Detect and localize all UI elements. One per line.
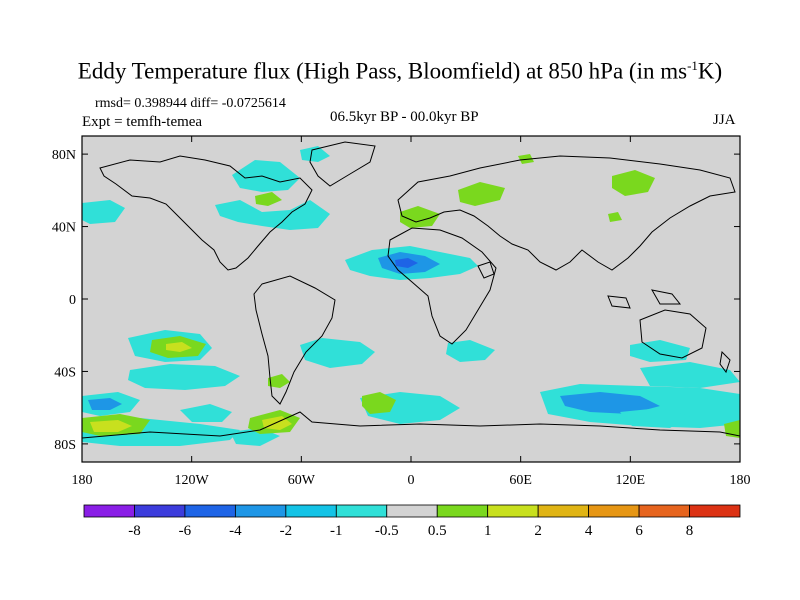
colorbar-label: 6 <box>635 523 643 539</box>
lat-tick-label: 80N <box>52 148 76 163</box>
anomaly-patch <box>300 338 375 368</box>
colorbar-label: 1 <box>484 523 492 539</box>
anomaly-patch <box>255 192 282 206</box>
colorbar-box <box>436 504 489 518</box>
colorbar-box <box>234 504 287 518</box>
lon-tick-label: 0 <box>408 473 415 488</box>
colorbar-label: -0.5 <box>375 523 399 539</box>
anomaly-patch <box>458 182 505 206</box>
plot-title-superscript: -1 <box>687 58 698 73</box>
coastline-island <box>477 261 495 279</box>
lon-tick-label: 120W <box>175 473 210 488</box>
anomaly-patch <box>82 200 125 224</box>
lon-tick-label: 180 <box>72 473 93 488</box>
anomaly-patch <box>608 212 622 222</box>
longitude-axis: 180 120W 60W 0 60E 120E 180 <box>72 136 751 488</box>
lon-tick-label: 60E <box>509 473 532 488</box>
coastline-australia <box>639 309 707 359</box>
colorbar-box <box>83 504 135 518</box>
plot-title: Eddy Temperature flux (High Pass, Bloomf… <box>0 58 800 85</box>
anomaly-patch <box>90 420 132 432</box>
colorbar-label: 0.5 <box>428 523 447 539</box>
anomaly-patch <box>128 364 240 390</box>
coastline-north-america <box>99 155 313 271</box>
coastline-island <box>719 350 731 374</box>
colorbar-box <box>638 504 690 518</box>
coastlines <box>82 141 740 439</box>
colorbar-label: 4 <box>585 523 593 539</box>
anomaly-patch <box>300 146 330 162</box>
rmsd-diff-label: rmsd= 0.398944 diff= -0.0725614 <box>95 96 286 111</box>
colorbar-label: -1 <box>330 523 343 539</box>
anomaly-field <box>82 146 740 446</box>
lon-tick-label: 120E <box>616 473 646 488</box>
colorbar-box <box>689 504 741 518</box>
colorbar-label: -6 <box>179 523 192 539</box>
coastline-south-america <box>253 275 336 405</box>
colorbar-label: -8 <box>128 523 141 539</box>
plot-title-main: Eddy Temperature flux (High Pass, Bloomf… <box>77 58 688 84</box>
lon-tick-label: 180 <box>730 473 751 488</box>
plot-title-end: K) <box>697 58 723 84</box>
anomaly-patch <box>268 374 290 388</box>
lat-tick-label: 80S <box>54 438 76 453</box>
period-label: 06.5kyr BP - 00.0kyr BP <box>330 109 479 125</box>
anomaly-patch <box>166 342 192 352</box>
anomaly-patch <box>620 408 690 428</box>
experiment-label: Expt = temfh-temea <box>82 114 203 130</box>
anomaly-patch <box>612 170 655 196</box>
anomaly-patch <box>88 398 122 410</box>
anomaly-patch <box>560 392 660 414</box>
colorbar-box <box>386 504 438 518</box>
lon-tick-label: 60W <box>288 473 316 488</box>
anomaly-patch <box>640 362 740 388</box>
season-label: JJA <box>713 112 736 128</box>
colorbar-label: -4 <box>229 523 242 539</box>
lat-tick-label: 40S <box>54 365 76 380</box>
colorbar-box <box>588 504 640 518</box>
colorbar-box <box>134 504 186 518</box>
coastline-eurasia <box>397 155 736 271</box>
colorbar-label: -2 <box>280 523 293 539</box>
colorbar-label: 2 <box>534 523 542 539</box>
colorbar-box <box>487 504 539 518</box>
anomaly-patch <box>446 340 495 362</box>
colorbar-box <box>285 504 337 518</box>
anomaly-patch <box>395 258 418 268</box>
anomaly-patch <box>215 200 330 230</box>
coastline-africa <box>387 227 497 345</box>
coastline-island <box>607 295 631 309</box>
latitude-axis: 80N 40N 0 40S 80S <box>52 148 740 453</box>
coastline-island <box>651 289 682 305</box>
anomaly-patch <box>232 160 300 192</box>
lat-tick-label: 0 <box>69 293 76 308</box>
anomaly-patch <box>362 392 396 414</box>
colorbar-box <box>335 504 388 518</box>
coastline-antarctica <box>82 411 740 439</box>
colorbar-label: 8 <box>686 523 694 539</box>
lat-tick-label: 40N <box>52 221 76 236</box>
colorbar-box <box>537 504 590 518</box>
anomaly-patch <box>180 404 232 422</box>
coastline-greenland <box>309 141 376 187</box>
colorbar-box <box>184 504 236 518</box>
anomaly-patch <box>400 206 440 228</box>
